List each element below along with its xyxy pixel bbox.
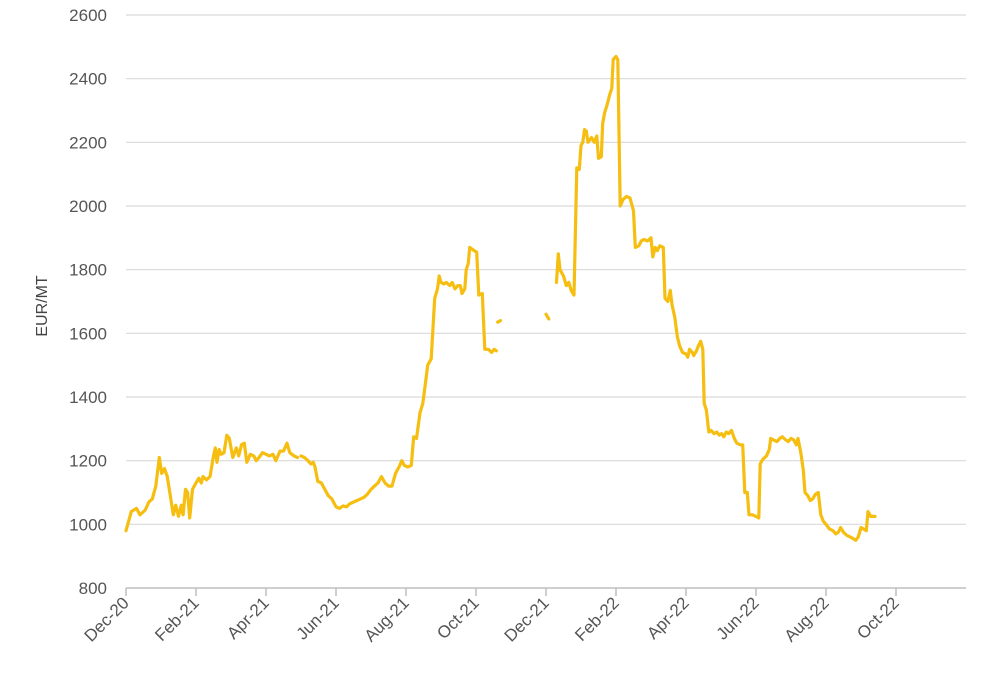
series-line-segment [124, 433, 300, 533]
x-tick-label: Feb-21 [151, 593, 203, 645]
x-tick-label: Oct-22 [853, 593, 903, 643]
x-tick-label: Feb-22 [571, 593, 623, 645]
x-tick-label: Dec-20 [81, 593, 133, 645]
y-tick-label: 2000 [69, 197, 107, 216]
gridlines [126, 14, 966, 525]
y-tick-label: 800 [79, 579, 107, 598]
x-tick-label: Aug-22 [781, 593, 833, 645]
series-line-segment [299, 245, 498, 510]
y-tick-label: 1400 [69, 388, 107, 407]
series-line-segment [496, 319, 503, 324]
x-tick-label: Apr-21 [223, 593, 273, 643]
x-axis [125, 587, 966, 596]
x-tick-label: Dec-21 [501, 593, 553, 645]
y-tick-label: 1200 [69, 452, 107, 471]
y-axis-tick-labels: 800 1000 1200 1400 1600 1800 2000 2200 2400 2600 [69, 6, 107, 598]
x-tick-label: Aug-21 [361, 593, 413, 645]
series-line-segment [544, 312, 551, 321]
y-axis-title: EUR/MT [34, 275, 51, 337]
y-tick-label: 2600 [69, 6, 107, 25]
y-tick-label: 2400 [69, 70, 107, 89]
y-tick-label: 1600 [69, 324, 107, 343]
y-tick-label: 1800 [69, 261, 107, 280]
x-axis-tick-labels: Dec-20 Feb-21 Apr-21 Jun-21 Aug-21 Oct-21 Dec-… [81, 593, 903, 645]
x-tick-label: Apr-22 [643, 593, 693, 643]
x-tick-label: Jun-22 [713, 593, 763, 643]
y-tick-label: 1000 [69, 515, 107, 534]
price-series [124, 54, 877, 542]
x-tick-label: Oct-21 [433, 593, 483, 643]
x-tick-label: Jun-21 [293, 593, 343, 643]
y-tick-label: 2200 [69, 133, 107, 152]
series-line-segment [554, 54, 877, 542]
